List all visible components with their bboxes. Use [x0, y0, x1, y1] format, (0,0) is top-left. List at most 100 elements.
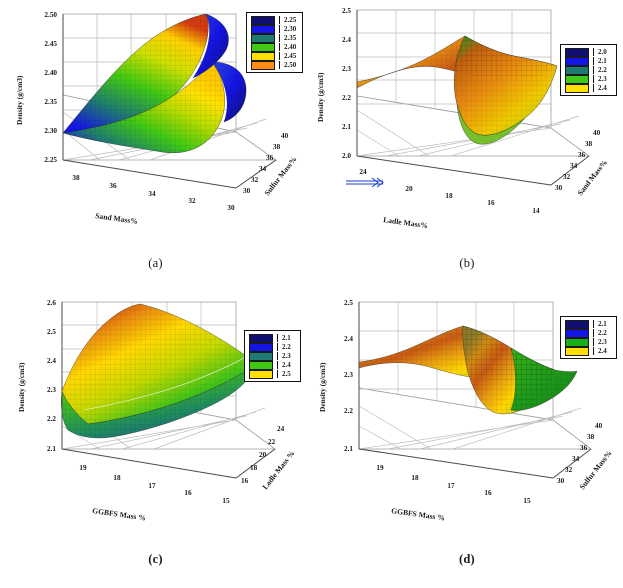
x-tick: 15	[523, 497, 531, 505]
z-tick: 2.30	[44, 127, 57, 135]
legend-swatch	[251, 33, 275, 43]
x-axis-label-b: Ladle Mass%	[383, 215, 429, 230]
y-tick: 36	[266, 154, 274, 162]
legend-swatch	[565, 65, 589, 75]
legend-value: 2.4	[593, 347, 612, 355]
z-tick: 2.0	[342, 152, 351, 160]
y-tick: 38	[587, 433, 595, 441]
legend-value: 2.50	[279, 61, 298, 69]
legend-value: 2.5	[277, 370, 296, 378]
legend-value: 2.40	[279, 43, 298, 51]
legend-swatch	[565, 83, 589, 93]
caption-c: (c)	[148, 552, 163, 566]
z-tick: 2.2	[47, 415, 56, 423]
y-tick: 22	[268, 438, 276, 446]
panel-b: 2.5 2.4 2.3 2.2 2.1 2.0 Density (g/cm3) …	[311, 0, 623, 294]
x-tick: 30	[227, 204, 235, 212]
y-tick: 32	[565, 466, 573, 474]
annotation-arrow-b[interactable]	[346, 177, 384, 188]
caption-d: (d)	[459, 552, 475, 566]
legend-swatch	[251, 24, 275, 34]
z-tick: 2.3	[47, 386, 56, 394]
y-tick: 40	[281, 132, 289, 140]
x-tick: 20	[405, 185, 413, 193]
legend-item: 2.1	[249, 333, 296, 343]
legend-item: 2.3	[565, 74, 612, 84]
z-tick: 2.1	[47, 445, 56, 453]
z-tick: 2.35	[44, 98, 57, 106]
z-axis-ticks-c: 2.6 2.5 2.4 2.3 2.2 2.1	[47, 299, 56, 453]
z-tick: 2.1	[342, 123, 351, 131]
legend-value: 2.4	[277, 361, 296, 369]
legend-item: 2.4	[565, 83, 612, 93]
legend-value: 2.45	[279, 52, 298, 60]
z-tick: 2.40	[44, 69, 57, 77]
z-axis-ticks-d: 2.5 2.4 2.3 2.2 2.1	[344, 299, 353, 453]
y-tick: 30	[243, 187, 251, 195]
legend-c[interactable]: 2.1 2.2 2.3 2.4 2.5	[244, 330, 301, 382]
y-tick: 16	[241, 477, 249, 485]
legend-item: 2.45	[251, 51, 298, 61]
x-tick: 32	[188, 197, 196, 205]
z-tick: 2.25	[44, 156, 57, 164]
plot-d: 2.5 2.4 2.3 2.2 2.1 Density (g/cm3) 19 1…	[311, 294, 623, 546]
y-tick: 34	[570, 162, 578, 170]
x-axis-label-d: GGBFS Mass %	[391, 506, 446, 522]
x-axis-label-a: Sand Mass%	[95, 211, 139, 226]
legend-value: 2.1	[593, 57, 612, 65]
surface-plot-b-svg: 2.5 2.4 2.3 2.2 2.1 2.0 Density (g/cm3) …	[316, 7, 609, 230]
legend-item: 2.4	[249, 360, 296, 370]
legend-swatch	[565, 74, 589, 84]
x-tick: 24	[359, 168, 367, 176]
y-tick: 20	[259, 451, 267, 459]
z-tick: 2.4	[47, 357, 56, 365]
legend-swatch	[249, 369, 273, 379]
y-tick: 24	[277, 425, 285, 433]
z-tick: 2.5	[342, 7, 351, 15]
legend-d[interactable]: 2.1 2.2 2.3 2.4	[560, 316, 617, 359]
y-tick: 30	[557, 477, 565, 485]
y-tick: 18	[250, 464, 258, 472]
x-tick: 16	[184, 489, 192, 497]
legend-item: 2.2	[249, 342, 296, 352]
z-tick: 2.2	[342, 94, 351, 102]
x-axis-ticks-b: 24 20 18 16 14	[359, 168, 540, 215]
y-tick: 36	[580, 444, 588, 452]
legend-swatch	[249, 351, 273, 361]
y-tick: 38	[585, 140, 593, 148]
plot-a: 2.50 2.45 2.40 2.35 2.30 2.25 Density (g…	[0, 0, 311, 252]
z-tick: 2.4	[342, 36, 351, 44]
x-axis-ticks-d: 19 18 17 16 15	[376, 464, 531, 505]
x-axis-ticks-a: 38 36 34 32 30	[72, 174, 235, 212]
axis-lines-c	[61, 302, 276, 479]
surface-d	[358, 325, 578, 415]
x-tick: 16	[487, 199, 495, 207]
y-tick: 32	[251, 176, 259, 184]
x-tick: 14	[532, 207, 540, 215]
legend-swatch	[565, 337, 589, 347]
legend-value: 2.4	[593, 84, 612, 92]
y-tick: 40	[593, 129, 601, 137]
x-axis-ticks-c: 19 18 17 16 15	[79, 464, 230, 505]
z-tick: 2.4	[344, 335, 353, 343]
legend-b[interactable]: 2.0 2.1 2.2 2.3 2.4	[560, 44, 617, 96]
panel-a: 2.50 2.45 2.40 2.35 2.30 2.25 Density (g…	[0, 0, 311, 294]
x-tick: 18	[113, 474, 121, 482]
legend-swatch	[565, 328, 589, 338]
legend-item: 2.40	[251, 42, 298, 52]
legend-swatch	[251, 60, 275, 70]
y-tick: 40	[595, 422, 603, 430]
surface-plot-a-svg: 2.50 2.45 2.40 2.35 2.30 2.25 Density (g…	[15, 11, 298, 226]
legend-value: 2.2	[277, 343, 296, 351]
z-tick: 2.50	[44, 11, 57, 19]
legend-value: 2.3	[277, 352, 296, 360]
y-tick: 34	[259, 165, 267, 173]
legend-a[interactable]: 2.25 2.30 2.35 2.40 2.45 2.50	[246, 12, 303, 73]
legend-value: 2.25	[279, 16, 298, 24]
x-tick: 34	[148, 190, 156, 198]
surface-plot-d-svg: 2.5 2.4 2.3 2.2 2.1 Density (g/cm3) 19 1…	[318, 299, 613, 522]
z-axis-ticks-a: 2.50 2.45 2.40 2.35 2.30 2.25	[44, 11, 57, 164]
y-tick: 30	[555, 184, 563, 192]
y-axis-ticks-c: 16 18 20 22 24	[241, 425, 285, 485]
z-tick: 2.45	[44, 40, 57, 48]
